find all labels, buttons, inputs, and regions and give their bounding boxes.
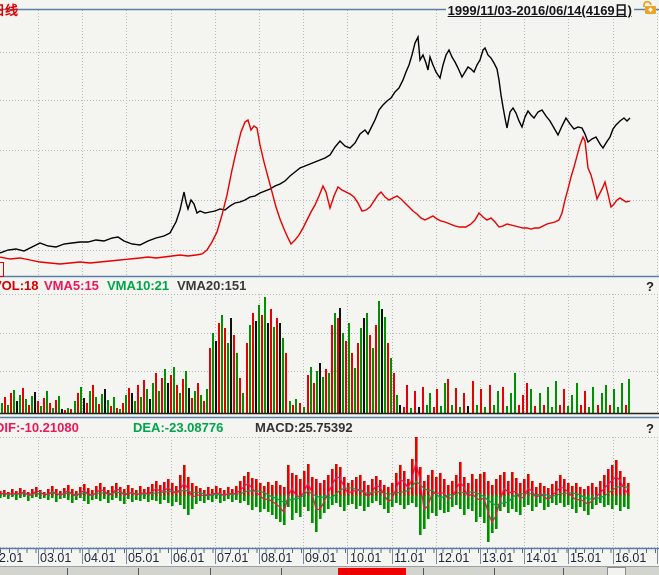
- axis-separator: [303, 549, 304, 564]
- scrollbar-tick: [210, 568, 211, 575]
- axis-tick-label: 11.01: [394, 551, 425, 565]
- axis-tick-label: 12.01: [438, 551, 470, 565]
- axis-tick-label: 14.01: [526, 551, 558, 565]
- scrollbar-end-box[interactable]: [607, 567, 626, 575]
- axis-separator: [568, 549, 569, 564]
- axis-tick-label: 05.01: [128, 551, 160, 565]
- axis-tick-label: 10.01: [350, 551, 382, 565]
- dea-value-label: DEA:-23.08776: [133, 420, 224, 435]
- scrollbar-tick: [563, 568, 564, 575]
- axis-separator: [613, 549, 614, 564]
- vma10-value-label: VMA10:21: [107, 278, 170, 293]
- vol-value-label: VOL:18: [0, 278, 39, 293]
- axis-separator: [171, 549, 172, 564]
- axis-tick-label: 16.01: [615, 551, 647, 565]
- axis-separator: [347, 549, 348, 564]
- time-axis-ruler: [0, 549, 659, 553]
- scrollbar-thumb[interactable]: [338, 568, 406, 575]
- axis-tick-label: 09.01: [305, 551, 337, 565]
- scrollbar-tick: [138, 568, 139, 575]
- axis-separator: [82, 549, 83, 564]
- axis-tick-label: 02.01: [0, 551, 24, 565]
- date-range-link[interactable]: 1999/11/03-2016/06/14(4169日): [445, 0, 634, 19]
- dif-value-label: DIF:-10.21080: [0, 420, 79, 435]
- axis-separator: [259, 549, 260, 564]
- axis-tick-label: 06.01: [173, 551, 205, 565]
- period-label: 日线: [0, 3, 19, 18]
- axis-separator: [480, 549, 481, 564]
- axis-separator: [436, 549, 437, 564]
- vma20-value-label: VMA20:151: [177, 278, 247, 293]
- vma5-value-label: VMA5:15: [44, 278, 99, 293]
- horizontal-scrollbar[interactable]: [0, 566, 659, 575]
- scrollbar-tick: [494, 568, 495, 575]
- axis-tick-label: 08.01: [261, 551, 293, 565]
- macd-value-label: MACD:25.75392: [255, 420, 353, 435]
- axis-tick-label: 07.01: [217, 551, 249, 565]
- unlock-icon[interactable]: [641, 1, 657, 14]
- axis-tick-label: 13.01: [482, 551, 514, 565]
- axis-tick-label: 15.01: [570, 551, 602, 565]
- macd-help-icon[interactable]: ?: [646, 421, 654, 436]
- axis-separator: [524, 549, 525, 564]
- axis-separator: [38, 549, 39, 564]
- axis-tick-label: 03.01: [40, 551, 72, 565]
- scrollbar-tick: [423, 568, 424, 575]
- axis-separator: [126, 549, 127, 564]
- axis-tick-label: 04.01: [84, 551, 116, 565]
- axis-separator: [392, 549, 393, 564]
- volume-help-icon[interactable]: ?: [646, 279, 654, 294]
- scrollbar-tick: [281, 568, 282, 575]
- axis-separator: [657, 549, 658, 564]
- price-label-fragment: [0, 262, 4, 277]
- axis-separator: [215, 549, 216, 564]
- scrollbar-tick: [67, 568, 68, 575]
